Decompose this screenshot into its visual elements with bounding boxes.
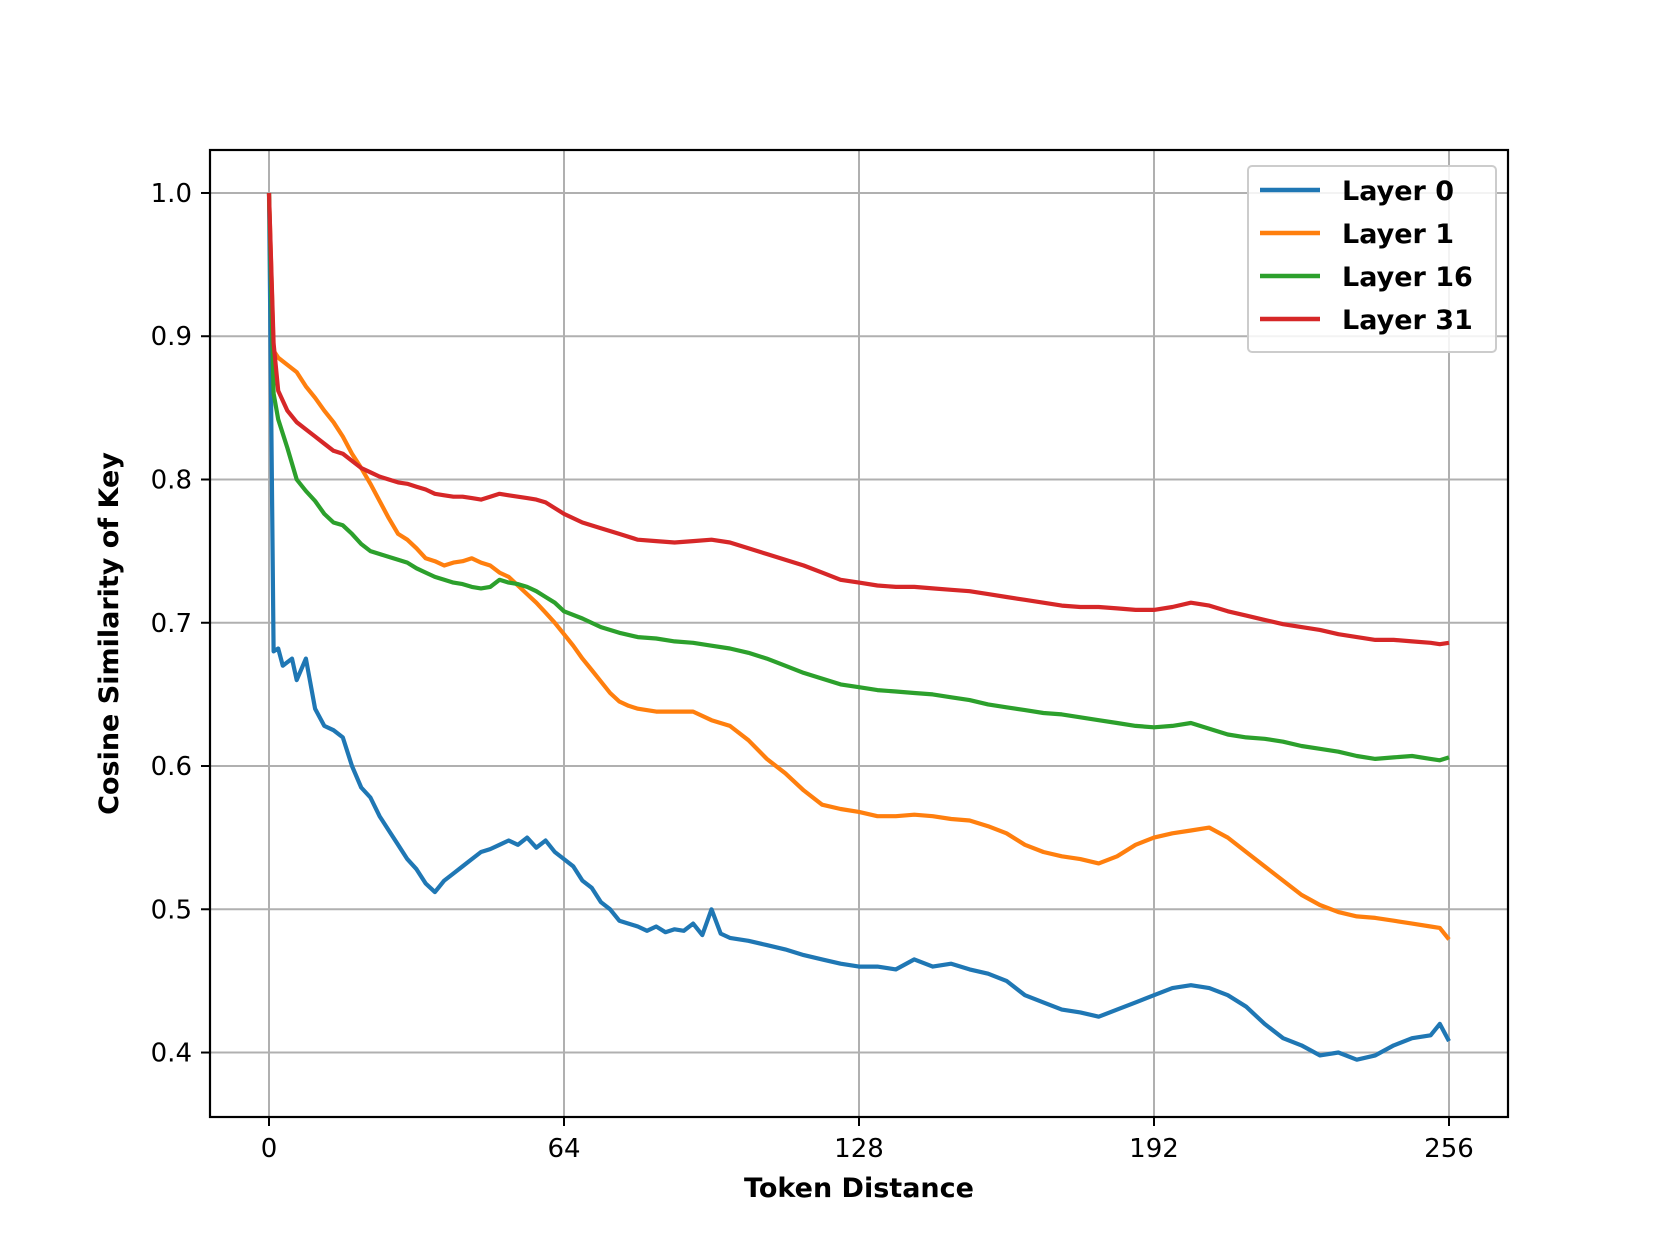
series-line-layer-0 — [266, 192, 1451, 1062]
legend-box — [1247, 165, 1497, 353]
x-tick-label: 64 — [547, 1134, 580, 1164]
y-tick-label: 1.0 — [151, 179, 192, 209]
y-tick-label: 0.5 — [151, 895, 192, 925]
y-tick-label: 0.7 — [151, 609, 192, 639]
series-line-layer-1 — [266, 192, 1451, 941]
y-axis-label: Cosine Similarity of Key — [94, 452, 125, 815]
y-axis-ticks: 0.4 0.5 0.6 0.7 0.8 0.9 1.0 — [151, 179, 210, 1069]
series-line-layer-31 — [266, 192, 1450, 647]
y-tick-label: 0.4 — [151, 1039, 192, 1069]
legend-label-layer-0: Layer 0 — [1342, 176, 1454, 207]
x-tick-label: 0 — [261, 1134, 278, 1164]
legend-label-layer-31: Layer 31 — [1342, 305, 1473, 336]
x-axis-ticks: 0 64 128 192 256 — [261, 1117, 1474, 1164]
x-tick-label: 192 — [1129, 1134, 1179, 1164]
y-tick-label: 0.8 — [151, 465, 192, 495]
x-tick-label: 256 — [1424, 1134, 1474, 1164]
x-tick-label: 128 — [834, 1134, 884, 1164]
y-tick-label: 0.9 — [151, 322, 192, 352]
legend: Layer 0 Layer 1 Layer 16 Layer 31 — [1247, 165, 1497, 353]
series-line-layer-16 — [266, 192, 1450, 763]
x-axis-label: Token Distance — [744, 1173, 974, 1204]
legend-label-layer-16: Layer 16 — [1342, 262, 1473, 293]
series-lines — [266, 192, 1451, 1062]
y-tick-label: 0.6 — [151, 752, 192, 782]
legend-label-layer-1: Layer 1 — [1342, 219, 1454, 250]
